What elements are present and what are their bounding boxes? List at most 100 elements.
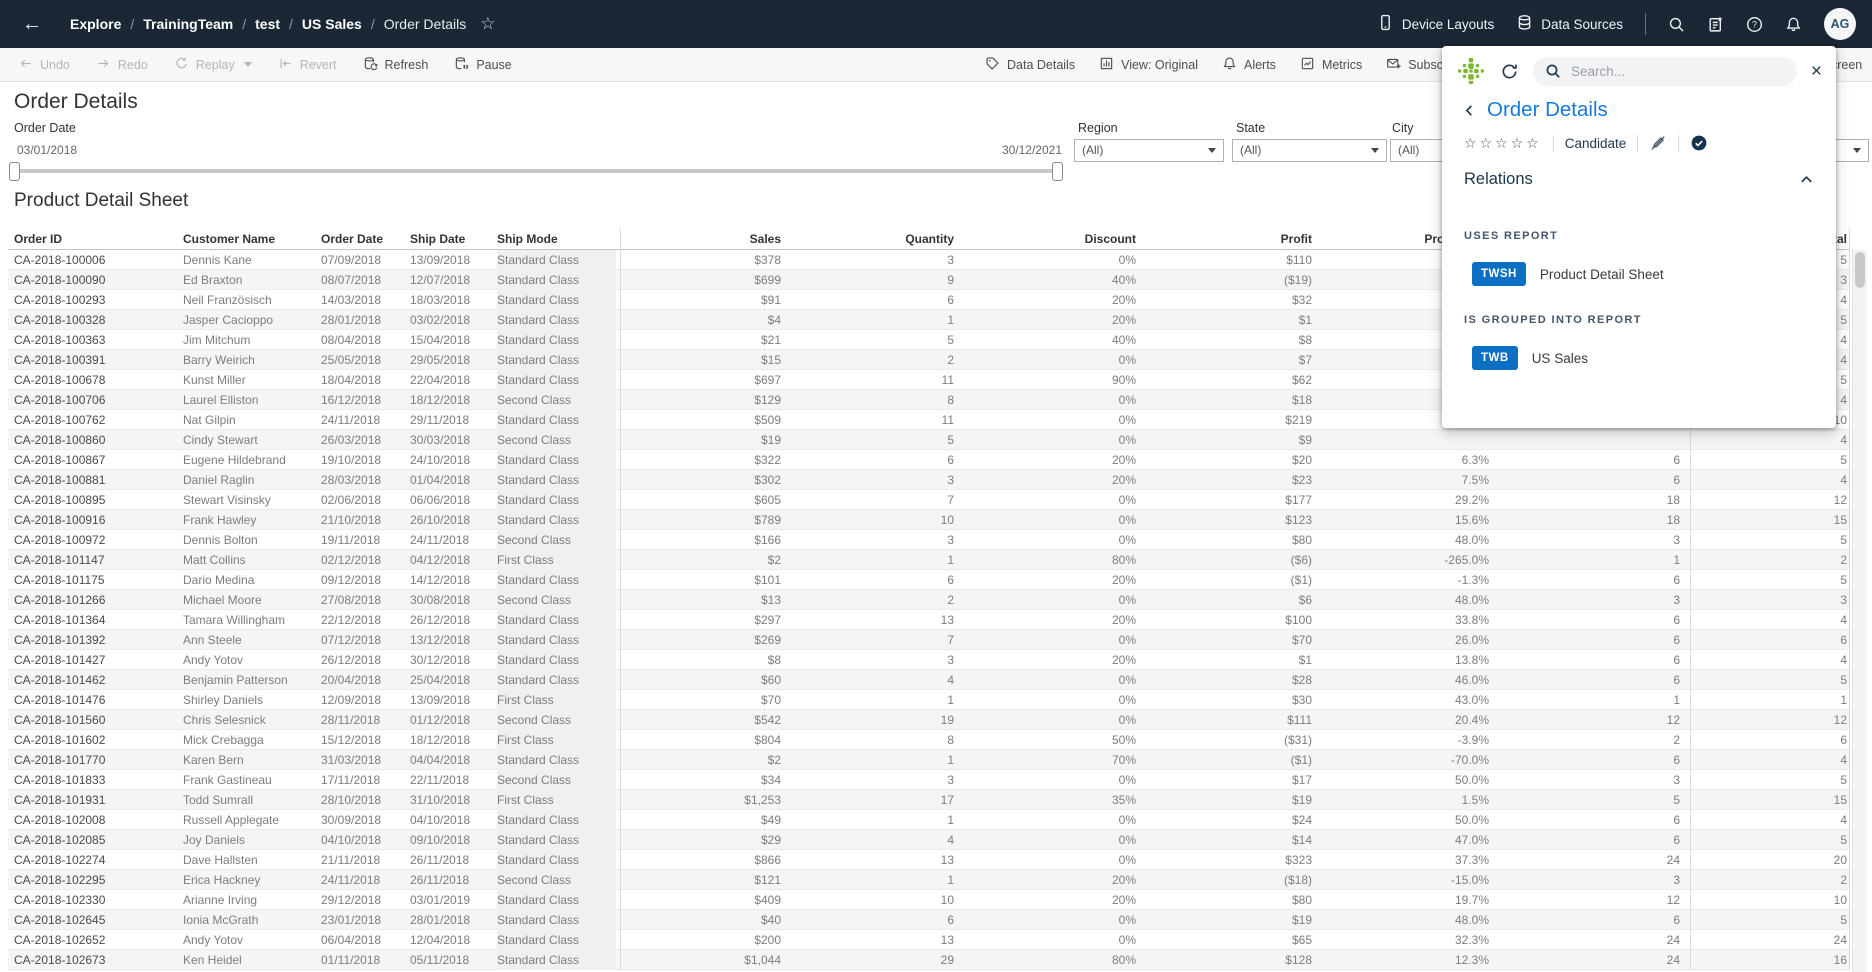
table-cell: Karen Bern (183, 753, 244, 767)
breadcrumb-item[interactable]: TrainingTeam (143, 16, 234, 32)
table-row[interactable]: CA-2018-101175 Dario Medina 09/12/2018 14/1… (8, 570, 1849, 590)
table-row[interactable]: CA-2018-100293 Neil Französisch 14/03/2018… (8, 290, 1849, 310)
table-cell: 3 (947, 533, 954, 547)
revert-button[interactable]: Revert (278, 56, 337, 74)
rating-stars[interactable]: ☆☆☆☆☆ (1464, 134, 1542, 151)
table-row[interactable]: CA-2018-102295 Erica Hackney 24/11/2018 26/… (8, 870, 1849, 890)
column-header[interactable]: Ship Date (410, 232, 466, 246)
replay-button[interactable]: Replay (174, 56, 252, 74)
table-row[interactable]: CA-2018-101560 Chris Selesnick 28/11/2018 0… (8, 710, 1849, 730)
search-icon[interactable] (1668, 16, 1685, 33)
table-row[interactable]: CA-2018-102085 Joy Daniels 04/10/2018 09/10… (8, 830, 1849, 850)
table-row[interactable]: CA-2018-102652 Andy Yotov 06/04/2018 12/04/… (8, 930, 1849, 950)
alerts-button[interactable]: Alerts (1222, 56, 1276, 74)
column-header[interactable]: Order Date (321, 232, 384, 246)
scrollbar-thumb[interactable] (1855, 252, 1865, 288)
breadcrumb-item[interactable]: Order Details (383, 16, 467, 32)
column-header[interactable]: Sales (749, 232, 781, 246)
table-row[interactable]: CA-2018-101770 Karen Bern 31/03/2018 04/04/… (8, 750, 1849, 770)
date-slider-left-handle[interactable] (9, 162, 20, 181)
relation-item[interactable]: TWB US Sales (1472, 346, 1588, 370)
table-row[interactable]: CA-2018-101833 Frank Gastineau 17/11/2018 2… (8, 770, 1849, 790)
table-cell: ($1) (1290, 753, 1312, 767)
table-cell: Standard Class (497, 370, 616, 390)
table-row[interactable]: CA-2018-101602 Mick Crebagga 15/12/2018 18/… (8, 730, 1849, 750)
table-row[interactable]: CA-2018-100972 Dennis Bolton 19/11/2018 24/… (8, 530, 1849, 550)
chevron-down-icon[interactable] (243, 62, 252, 67)
asset-name[interactable]: US Sales (1531, 350, 1588, 366)
back-arrow-icon[interactable]: ← (22, 12, 42, 35)
table-cell: 3 (947, 773, 954, 787)
date-range-slider[interactable] (14, 169, 1060, 173)
panel-search-input[interactable]: Search... (1533, 56, 1797, 86)
table-row[interactable]: CA-2018-100895 Stewart Visinsky 02/06/2018… (8, 490, 1849, 510)
column-header[interactable]: Discount (1084, 232, 1136, 246)
data-details-button[interactable]: Data Details (985, 56, 1075, 74)
table-row[interactable]: CA-2018-102008 Russell Applegate 30/09/201… (8, 810, 1849, 830)
table-row[interactable]: CA-2018-101392 Ann Steele 07/12/2018 13/12/… (8, 630, 1849, 650)
table-cell: $789 (754, 513, 781, 527)
table-row[interactable]: CA-2018-101931 Todd Sumrall 28/10/2018 31/1… (8, 790, 1849, 810)
table-row[interactable]: CA-2018-101147 Matt Collins 02/12/2018 04/1… (8, 550, 1849, 570)
breadcrumb-item[interactable]: test (255, 16, 281, 32)
table-cell: 0% (1118, 633, 1136, 647)
vertical-scrollbar[interactable] (1852, 250, 1867, 972)
table-row[interactable]: CA-2018-100762 Nat Gilpin 24/11/2018 29/11/… (8, 410, 1849, 430)
favorite-star-icon[interactable]: ☆ (480, 14, 496, 33)
help-icon[interactable]: ? (1746, 16, 1763, 33)
certified-icon[interactable] (1690, 134, 1708, 152)
view-original-button[interactable]: View: Original (1099, 56, 1198, 74)
redo-button[interactable]: Redo (96, 56, 148, 74)
chevron-up-icon[interactable] (1799, 172, 1814, 187)
table-row[interactable]: CA-2018-100916 Frank Hawley 21/10/2018 26/1… (8, 510, 1849, 530)
nav-item-device-layouts[interactable]: Device Layouts (1377, 14, 1494, 34)
table-row[interactable]: CA-2018-100860 Cindy Stewart 26/03/2018 30/… (8, 430, 1849, 450)
notifications-icon[interactable] (1785, 16, 1802, 33)
column-header[interactable]: Quantity (905, 232, 954, 246)
table-row[interactable]: CA-2018-100881 Daniel Raglin 28/03/2018 01/… (8, 470, 1849, 490)
avatar[interactable]: AG (1824, 8, 1856, 40)
sheets-icon[interactable] (1707, 16, 1724, 33)
panel-title[interactable]: Order Details (1487, 98, 1608, 121)
table-row[interactable]: CA-2018-100328 Jasper Cacioppo 28/01/2018 0… (8, 310, 1849, 330)
filter-dropdown-state[interactable]: (All) (1232, 139, 1387, 162)
metrics-button[interactable]: Metrics (1300, 56, 1362, 74)
table-row[interactable]: CA-2018-101462 Benjamin Patterson 20/04/20… (8, 670, 1849, 690)
breadcrumb-item[interactable]: US Sales (301, 16, 362, 32)
close-icon[interactable]: × (1810, 60, 1822, 82)
table-row[interactable]: CA-2018-101427 Andy Yotov 26/12/2018 30/12/… (8, 650, 1849, 670)
filter-dropdown-region[interactable]: (All) (1074, 139, 1224, 162)
breadcrumb-item[interactable]: Explore (70, 16, 122, 32)
chevron-left-icon[interactable] (1462, 103, 1477, 118)
date-slider-right-handle[interactable] (1052, 162, 1063, 181)
table-row[interactable]: CA-2018-102673 Ken Heidel 01/11/2018 05/11/… (8, 950, 1849, 970)
table-cell: $121 (754, 873, 781, 887)
table-row[interactable]: CA-2018-100867 Eugene Hildebrand 19/10/201… (8, 450, 1849, 470)
table-row[interactable]: CA-2018-100363 Jim Mitchum 08/04/2018 15/04… (8, 330, 1849, 350)
table-row[interactable]: CA-2018-102330 Arianne Irving 29/12/2018 03… (8, 890, 1849, 910)
undo-button[interactable]: Undo (18, 56, 70, 74)
panel-refresh-icon[interactable] (1500, 62, 1519, 81)
pause-button[interactable]: Pause (454, 56, 512, 74)
table-row[interactable]: CA-2018-100706 Laurel Elliston 16/12/2018 1… (8, 390, 1849, 410)
table-row[interactable]: CA-2018-100391 Barry Weirich 25/05/2018 29/… (8, 350, 1849, 370)
table-row[interactable]: CA-2018-100090 Ed Braxton 08/07/2018 12/07/… (8, 270, 1849, 290)
table-cell: $9 (1298, 433, 1312, 447)
column-header[interactable]: Profit (1280, 232, 1312, 246)
table-row[interactable]: CA-2018-102274 Dave Hallsten 21/11/2018 26/… (8, 850, 1849, 870)
table-row[interactable]: CA-2018-100006 Dennis Kane 07/09/2018 13/09… (8, 250, 1849, 270)
table-row[interactable]: CA-2018-101476 Shirley Daniels 12/09/2018 1… (8, 690, 1849, 710)
refresh-button[interactable]: Refresh (363, 56, 428, 74)
column-header[interactable]: Order ID (14, 232, 63, 246)
table-cell: $65 (1291, 933, 1312, 947)
table-row[interactable]: CA-2018-101364 Tamara Willingham 22/12/201… (8, 610, 1849, 630)
nav-item-data-sources[interactable]: Data Sources (1516, 14, 1623, 34)
table-row[interactable]: CA-2018-100678 Kunst Miller 18/04/2018 22/0… (8, 370, 1849, 390)
table-row[interactable]: CA-2018-102645 Ionia McGrath 23/01/2018 28/… (8, 910, 1849, 930)
no-edit-icon[interactable] (1649, 134, 1667, 152)
column-header[interactable]: Ship Mode (497, 232, 558, 246)
column-header[interactable]: Customer Name (183, 232, 276, 246)
table-row[interactable]: CA-2018-101266 Michael Moore 27/08/2018 30/… (8, 590, 1849, 610)
relation-item[interactable]: TWSH Product Detail Sheet (1472, 262, 1664, 286)
asset-name[interactable]: Product Detail Sheet (1539, 266, 1664, 282)
